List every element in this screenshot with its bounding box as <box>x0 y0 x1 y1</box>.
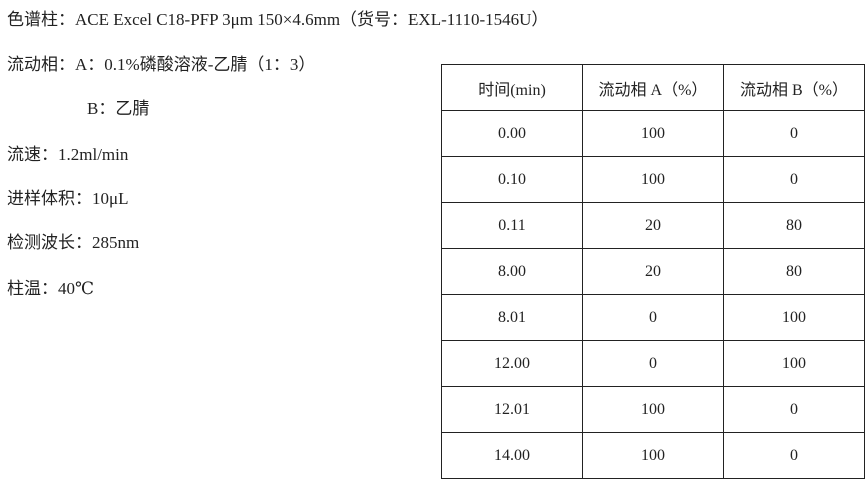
cell-time: 0.11 <box>441 202 583 249</box>
table-row: 0.11 20 80 <box>441 202 865 249</box>
header-phase-b: 流动相 B（%） <box>723 64 865 111</box>
table-row: 8.01 0 100 <box>441 294 865 341</box>
flow-rate: 流速：1.2ml/min <box>7 145 129 164</box>
cell-time: 8.01 <box>441 294 583 341</box>
cell-phase-a: 100 <box>582 386 724 433</box>
table-row: 14.00 100 0 <box>441 432 865 479</box>
cell-phase-a: 20 <box>582 202 724 249</box>
cell-phase-a: 0 <box>582 294 724 341</box>
table-row: 0.00 100 0 <box>441 110 865 157</box>
cell-time: 0.00 <box>441 110 583 157</box>
cell-phase-a: 100 <box>582 156 724 203</box>
table-header-row: 时间(min) 流动相 A（%） 流动相 B（%） <box>441 64 865 111</box>
table-row: 12.01 100 0 <box>441 386 865 433</box>
column-temperature: 柱温：40℃ <box>7 279 95 298</box>
cell-phase-b: 80 <box>723 202 865 249</box>
mobile-phase-a: 流动相：A：0.1%磷酸溶液-乙腈（1：3） <box>7 55 316 74</box>
cell-phase-b: 80 <box>723 248 865 295</box>
header-time: 时间(min) <box>441 64 583 111</box>
cell-time: 12.01 <box>441 386 583 433</box>
cell-phase-a: 100 <box>582 110 724 157</box>
injection-volume: 进样体积：10μL <box>7 189 129 208</box>
cell-phase-b: 0 <box>723 156 865 203</box>
cell-time: 0.10 <box>441 156 583 203</box>
gradient-table: 时间(min) 流动相 A（%） 流动相 B（%） 0.00 100 0 0.10 10… <box>441 64 865 479</box>
cell-phase-b: 100 <box>723 340 865 387</box>
cell-time: 14.00 <box>441 432 583 479</box>
table-row: 8.00 20 80 <box>441 248 865 295</box>
cell-time: 8.00 <box>441 248 583 295</box>
cell-phase-a: 0 <box>582 340 724 387</box>
cell-phase-b: 100 <box>723 294 865 341</box>
header-phase-a: 流动相 A（%） <box>582 64 724 111</box>
cell-phase-a: 20 <box>582 248 724 295</box>
cell-phase-a: 100 <box>582 432 724 479</box>
cell-phase-b: 0 <box>723 432 865 479</box>
table-row: 12.00 0 100 <box>441 340 865 387</box>
mobile-phase-b: B：乙腈 <box>87 99 150 118</box>
cell-phase-b: 0 <box>723 386 865 433</box>
table-row: 0.10 100 0 <box>441 156 865 203</box>
cell-time: 12.00 <box>441 340 583 387</box>
column-info: 色谱柱：ACE Excel C18-PFP 3μm 150×4.6mm（货号：E… <box>7 10 549 29</box>
detection-wavelength: 检测波长：285nm <box>7 233 140 252</box>
cell-phase-b: 0 <box>723 110 865 157</box>
